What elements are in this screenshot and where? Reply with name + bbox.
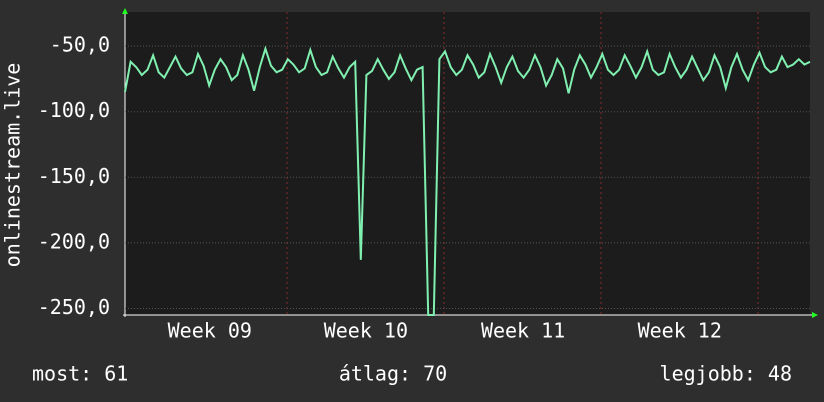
y-tick-label: -200,0 <box>38 229 110 253</box>
x-arrow <box>812 312 818 318</box>
footer-best: legjobb: 48 <box>660 362 792 386</box>
footer-avg: átlag: 70 <box>339 362 447 386</box>
x-tick-label: Week 12 <box>638 319 722 343</box>
line <box>124 45 811 316</box>
x-tick-label: Week 11 <box>481 319 565 343</box>
y-axis-label: onlinestream.live <box>1 63 25 268</box>
y-tick-label: -100,0 <box>38 98 110 122</box>
y-tick-label: -250,0 <box>38 295 110 319</box>
y-tick-label: -150,0 <box>38 164 110 188</box>
y-tick-label: -50,0 <box>50 33 110 57</box>
footer-now: most: 61 <box>32 362 128 386</box>
x-tick-label: Week 10 <box>324 319 408 343</box>
x-tick-label: Week 09 <box>168 319 252 343</box>
y-arrow <box>122 8 128 14</box>
